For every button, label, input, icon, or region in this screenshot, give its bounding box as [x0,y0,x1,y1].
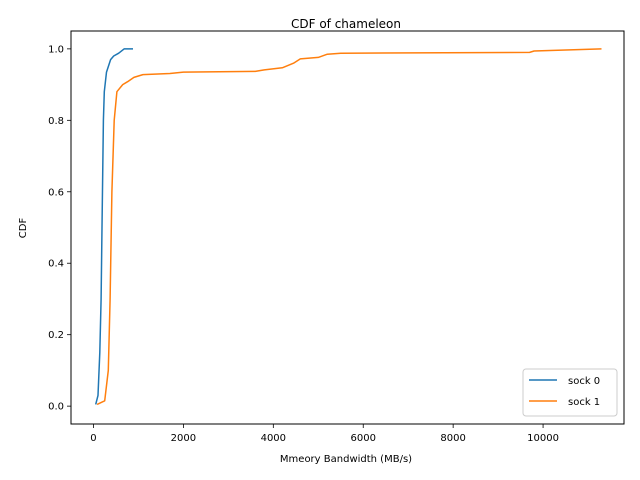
y-axis-ticks: 0.0 0.2 0.4 0.6 0.8 1.0 [48,44,71,413]
series-line-0 [94,48,133,405]
y-tick-label: 0.8 [48,116,64,127]
y-tick-label: 0.4 [48,259,64,270]
chart-title: CDF of chameleon [291,17,401,31]
legend-label-1: sock 1 [568,397,600,408]
plot-lines [94,48,602,406]
y-tick-label: 0.0 [48,402,64,413]
x-tick-label: 4000 [261,433,286,444]
y-axis-title: CDF [18,218,29,239]
y-tick-label: 1.0 [48,44,64,55]
series-line-1 [96,48,602,406]
x-tick-label: 8000 [440,433,465,444]
x-tick-label: 2000 [171,433,196,444]
y-tick-label: 0.2 [48,330,64,341]
plot-frame [70,30,625,425]
legend: sock 0 sock 1 [522,368,618,417]
x-axis-ticks: 0 2000 4000 6000 8000 10000 [90,424,559,444]
x-axis-title: Mmeory Bandwidth (MB/s) [280,454,412,465]
x-tick-label: 6000 [351,433,376,444]
y-tick-label: 0.6 [48,187,64,198]
legend-label-0: sock 0 [568,376,600,387]
x-tick-label: 0 [90,433,96,444]
x-tick-label: 10000 [527,433,559,444]
